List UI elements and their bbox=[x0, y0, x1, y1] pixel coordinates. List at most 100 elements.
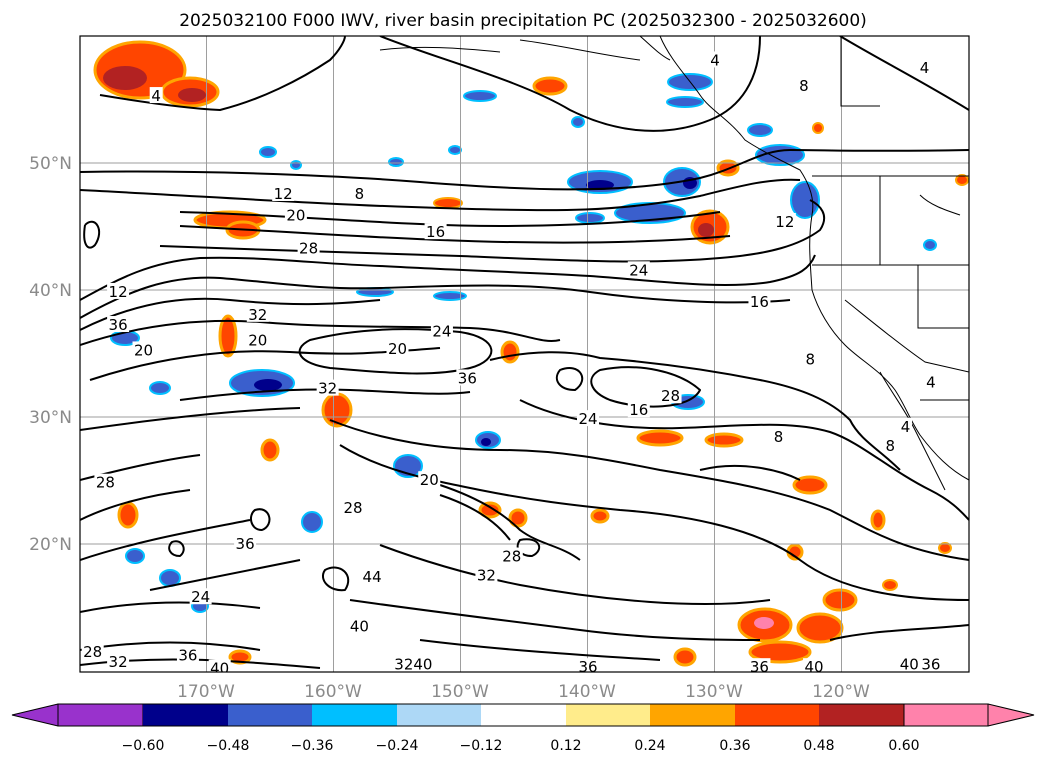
lat-label: 30°N bbox=[29, 408, 72, 428]
figure-title: 2025032100 F000 IWV, river basin precipi… bbox=[179, 11, 867, 31]
contour-label-bg bbox=[107, 282, 130, 299]
contour-label: 20 bbox=[420, 471, 439, 489]
contour-label: 32 bbox=[477, 567, 496, 585]
contour-label: 44 bbox=[363, 568, 382, 586]
lon-label: 160°W bbox=[304, 682, 362, 702]
contour-label: 8 bbox=[355, 185, 365, 203]
contour-label: 40 bbox=[350, 617, 369, 635]
contour-label: 16 bbox=[750, 293, 769, 311]
contour-label-bg bbox=[246, 331, 269, 348]
contour-label: 24 bbox=[191, 588, 210, 606]
contour-label-bg bbox=[81, 642, 104, 659]
contour-label-bg bbox=[898, 655, 921, 672]
colorbar: −0.60 −0.48 −0.36 −0.24 −0.12 0.12 0.24 … bbox=[11, 703, 1035, 754]
colorbar-tick-label: 0.36 bbox=[719, 738, 750, 754]
contour-label-bg bbox=[773, 212, 796, 229]
lat-axis-labels: 50°N 40°N 30°N 20°N bbox=[29, 154, 72, 555]
contour-label: 32 bbox=[109, 653, 128, 671]
colorbar-segment bbox=[312, 704, 397, 726]
colorbar-tick-label: 0.24 bbox=[634, 738, 665, 754]
contour-label: 4 bbox=[926, 373, 936, 391]
contour-label: 36 bbox=[109, 316, 128, 334]
contour-label-bg bbox=[342, 499, 365, 516]
contour-label: 40 bbox=[413, 656, 432, 674]
colorbar-tick-label: 0.12 bbox=[550, 738, 581, 754]
contour-label-bg bbox=[272, 185, 295, 201]
contour-label-bg bbox=[659, 387, 682, 404]
contour-label: 4 bbox=[151, 87, 161, 105]
contour-label-bg bbox=[352, 185, 366, 201]
contour-label-bg bbox=[297, 239, 320, 256]
contour-label-bg bbox=[94, 473, 117, 490]
colorbar-segment bbox=[481, 704, 566, 726]
lat-label: 40°N bbox=[29, 281, 72, 301]
contour-label: 36 bbox=[236, 535, 255, 553]
contour-label-bg bbox=[500, 547, 523, 564]
contour-label: 28 bbox=[661, 387, 680, 405]
contour-label: 4 bbox=[901, 418, 911, 436]
contour-label-bg bbox=[392, 655, 415, 672]
contour-label: 24 bbox=[432, 322, 451, 340]
contour-label: 24 bbox=[578, 410, 597, 428]
contour-label-bg bbox=[797, 76, 811, 93]
contour-label-bg bbox=[284, 206, 307, 223]
contour-label: 20 bbox=[248, 331, 267, 349]
colorbar-extend-right bbox=[903, 703, 1035, 727]
contour-label-bg bbox=[361, 567, 384, 584]
contour-label: 40 bbox=[805, 658, 824, 676]
contour-label-bg bbox=[424, 223, 447, 240]
contour-label: 36 bbox=[921, 656, 940, 674]
contour-label-bg bbox=[748, 658, 771, 672]
contour-label-bg bbox=[772, 427, 785, 444]
contour-label-bg bbox=[246, 305, 269, 322]
contour-label-bg bbox=[627, 401, 650, 418]
contour-label: 32 bbox=[318, 380, 337, 398]
contour-label: 24 bbox=[629, 261, 648, 279]
colorbar-tick-label: −0.48 bbox=[207, 738, 250, 754]
contour-label-bg bbox=[803, 658, 826, 672]
contour-label: 36 bbox=[750, 658, 769, 676]
contour-label: 12 bbox=[109, 283, 128, 301]
contour-label: 8 bbox=[799, 77, 809, 95]
colorbar-tick-label: −0.36 bbox=[291, 738, 334, 754]
contour-label-bg bbox=[899, 417, 912, 434]
contour-label-bg bbox=[924, 373, 938, 390]
lon-label: 120°W bbox=[812, 682, 870, 702]
colorbar-segment bbox=[228, 704, 312, 726]
colorbar-ticks: −0.60 −0.48 −0.36 −0.24 −0.12 0.12 0.24 … bbox=[122, 738, 920, 754]
graticule bbox=[80, 36, 969, 672]
coastlines bbox=[379, 36, 969, 491]
contour-label-bg bbox=[803, 350, 817, 367]
contour-label-bg bbox=[234, 534, 257, 551]
lon-label: 130°W bbox=[685, 682, 743, 702]
contour-label: 4 bbox=[920, 59, 930, 77]
lat-label: 50°N bbox=[29, 154, 72, 174]
contour-label: 20 bbox=[388, 340, 407, 358]
contour-label-bg bbox=[189, 588, 212, 605]
contour-label-bg bbox=[430, 322, 453, 339]
contour-label: 32 bbox=[248, 306, 267, 324]
colorbar-tick-label: 0.48 bbox=[803, 738, 834, 754]
lon-label: 150°W bbox=[431, 682, 489, 702]
contour-label-bg bbox=[208, 659, 231, 672]
contour-label-bg bbox=[149, 87, 163, 104]
contour-label-bg bbox=[411, 655, 434, 672]
contour-label-bg bbox=[883, 436, 897, 453]
contour-label-bg bbox=[348, 617, 371, 634]
contour-label: 40 bbox=[900, 656, 919, 674]
lon-axis-labels: 170°W 160°W 150°W 140°W 130°W 120°W bbox=[177, 682, 870, 702]
lon-label: 140°W bbox=[558, 682, 616, 702]
colorbar-tick-label: −0.12 bbox=[460, 738, 503, 754]
lat-label: 20°N bbox=[29, 535, 72, 555]
contour-label: 28 bbox=[502, 548, 521, 566]
contour-label-bg bbox=[748, 293, 771, 310]
contour-label-bg bbox=[418, 471, 441, 488]
contour-label-bg bbox=[577, 658, 599, 672]
contour-label-bg bbox=[627, 261, 650, 278]
colorbar-segment bbox=[397, 704, 481, 726]
contour-label-bg bbox=[708, 51, 722, 68]
contour-label: 8 bbox=[774, 428, 784, 446]
